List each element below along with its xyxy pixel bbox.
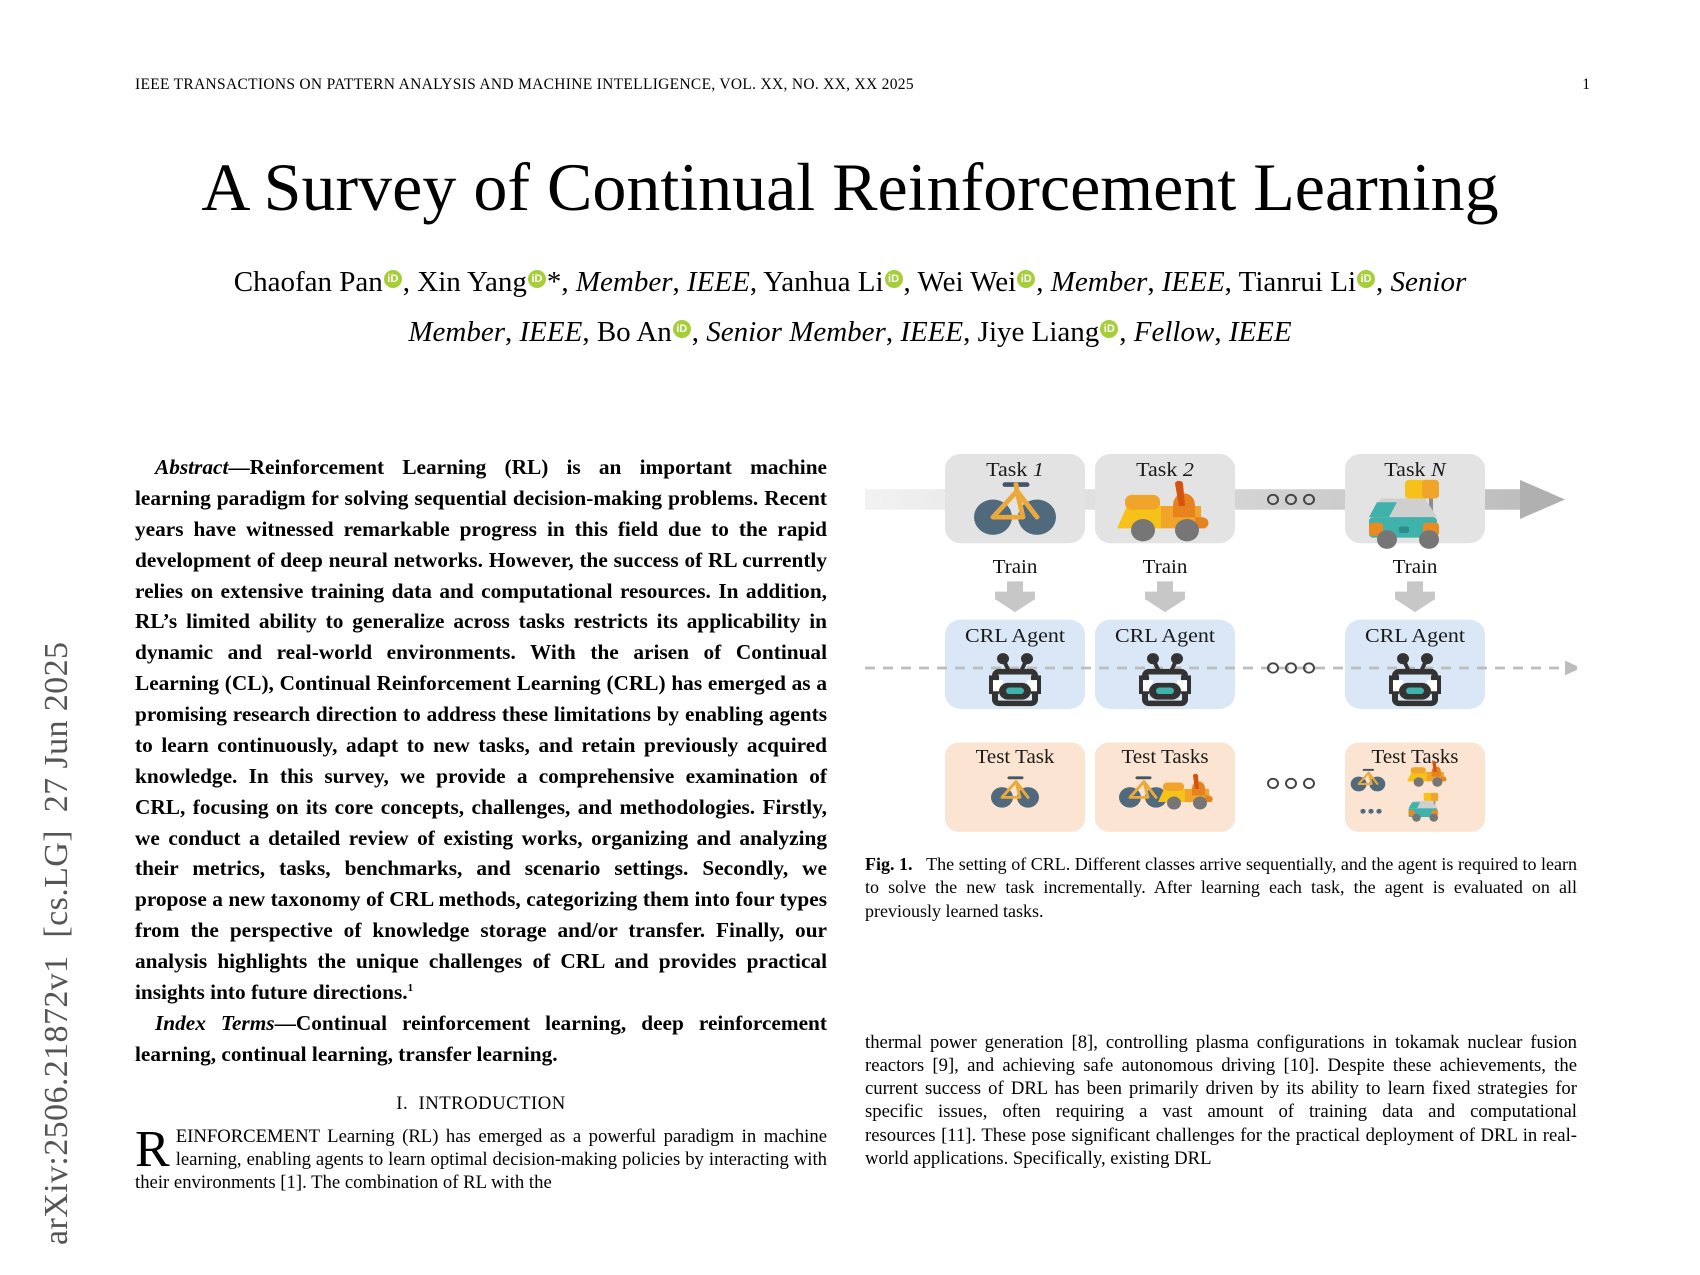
svg-text:CRL Agent: CRL Agent [1115, 624, 1215, 647]
svg-text:Task 1: Task 1 [986, 458, 1044, 481]
svg-text:CRL Agent: CRL Agent [965, 624, 1065, 647]
svg-text:Task 2: Task 2 [1136, 458, 1194, 481]
svg-text:Test Task: Test Task [976, 747, 1056, 768]
svg-text:Train: Train [1393, 557, 1438, 578]
svg-text:CRL Agent: CRL Agent [1365, 624, 1465, 647]
svg-text:Train: Train [993, 557, 1038, 578]
svg-text:Test Tasks: Test Tasks [1372, 747, 1459, 768]
svg-text:Task N: Task N [1384, 458, 1447, 481]
svg-text:Train: Train [1143, 557, 1188, 578]
svg-text:Test Tasks: Test Tasks [1122, 747, 1209, 768]
